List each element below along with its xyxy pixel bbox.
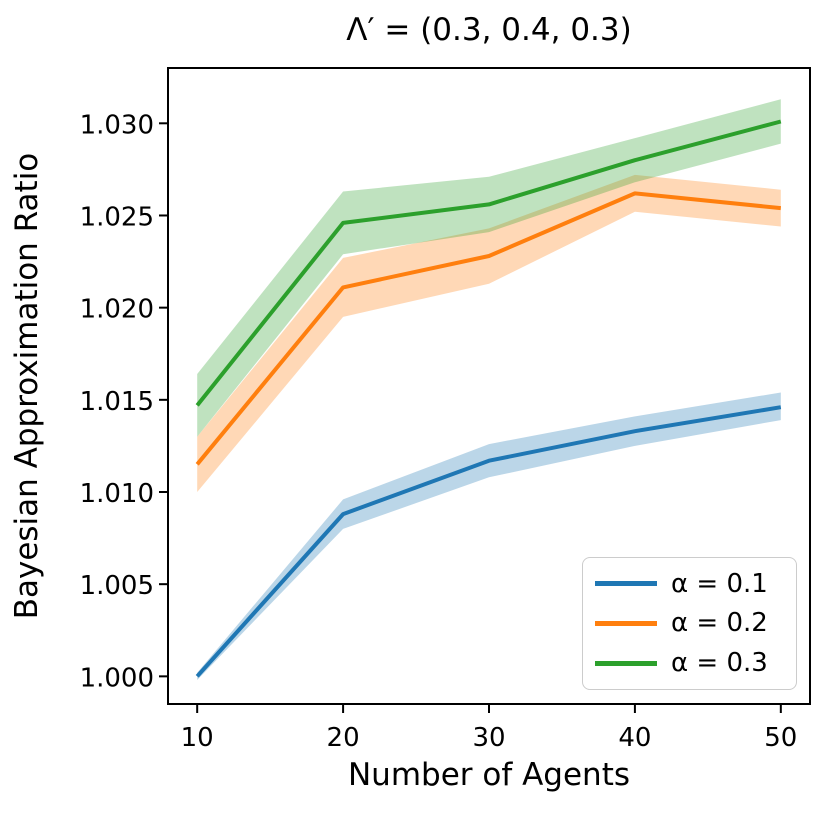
y-tick-label: 1.020: [80, 295, 154, 325]
legend-swatch: [595, 581, 657, 587]
x-tick-label: 10: [181, 723, 214, 753]
y-tick-label: 1.010: [80, 479, 154, 509]
legend-label: α = 0.1: [671, 568, 768, 599]
x-tick-label: 40: [618, 723, 651, 753]
series-line-2: [195, 119, 782, 407]
legend-item: α = 0.1: [595, 569, 796, 599]
x-tick-label: 20: [327, 723, 360, 753]
chart-title: Λ′ = (0.3, 0.4, 0.3): [346, 12, 632, 48]
legend-swatch: [595, 620, 657, 626]
confidence-band-0: [197, 392, 781, 680]
series-line-0: [195, 405, 782, 678]
legend-item: α = 0.3: [595, 648, 796, 678]
legend: α = 0.1 α = 0.2 α = 0.3: [582, 557, 797, 690]
series-line-1: [195, 191, 782, 466]
plot-border: [167, 67, 811, 705]
y-tick-label: 1.030: [80, 110, 154, 140]
y-tick-label: 1.015: [80, 387, 154, 417]
confidence-band-1: [197, 174, 781, 492]
legend-label: α = 0.2: [671, 608, 768, 639]
legend-item: α = 0.2: [595, 608, 796, 638]
x-tick-label: 50: [764, 723, 797, 753]
y-tick-label: 1.000: [80, 663, 154, 693]
x-tick-label: 30: [472, 723, 505, 753]
x-axis-label: Number of Agents: [347, 757, 631, 793]
legend-label: α = 0.3: [671, 648, 768, 679]
y-tick-label: 1.025: [80, 202, 154, 232]
y-tick-label: 1.005: [80, 571, 154, 601]
confidence-band-2: [197, 99, 781, 437]
legend-swatch: [595, 660, 657, 666]
